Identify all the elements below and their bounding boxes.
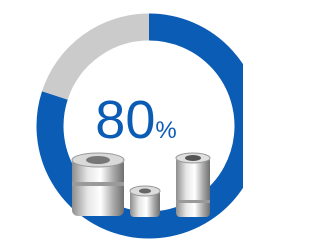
ring-segment [55,27,149,95]
center-label: 80% [95,90,176,150]
chart: 80% [0,0,243,241]
product-image [72,153,210,217]
